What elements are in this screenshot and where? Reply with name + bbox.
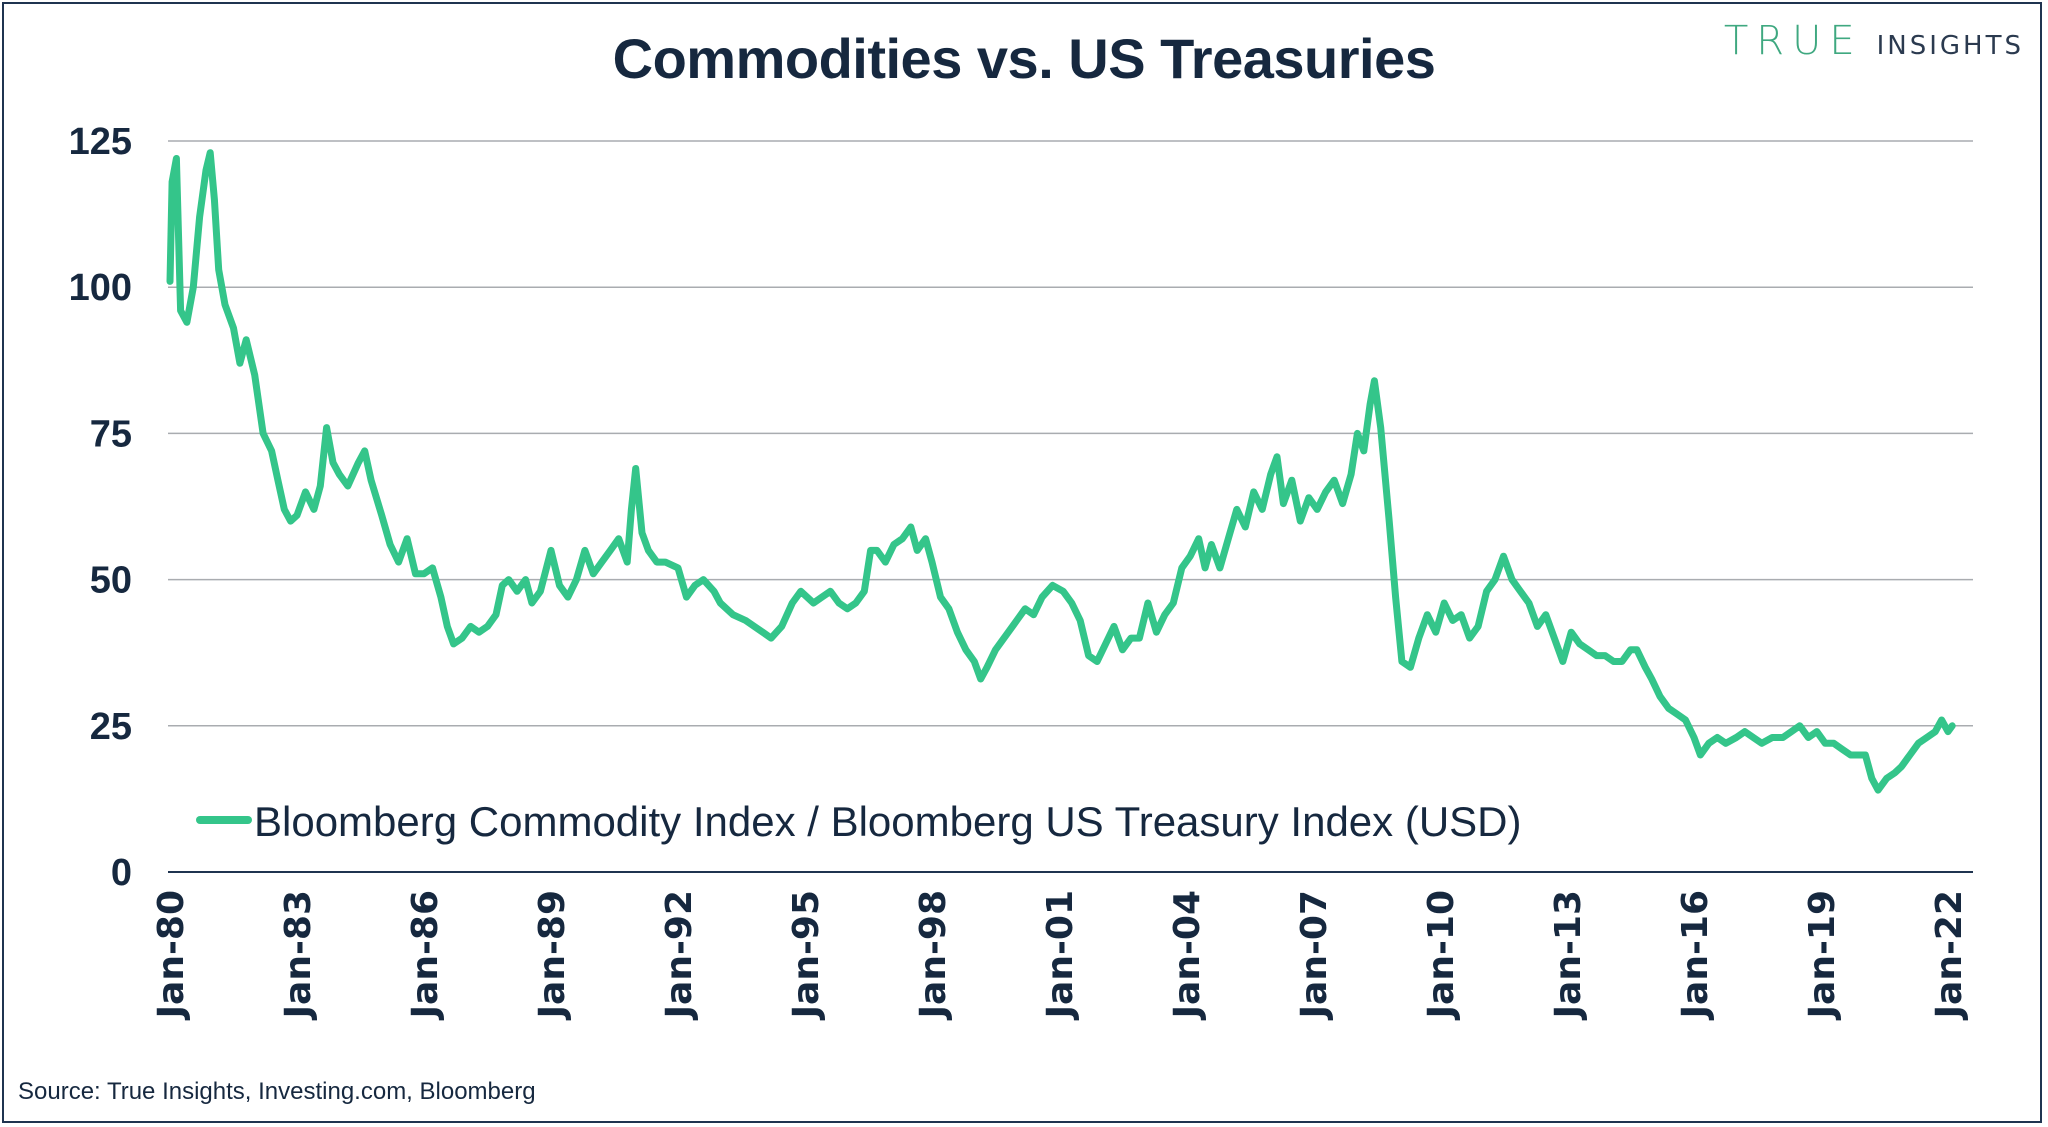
x-tick-label: Jan-95 — [786, 890, 827, 1021]
y-tick-label: 0 — [111, 852, 132, 894]
x-tick-label: Jan-22 — [1929, 890, 1970, 1021]
x-tick-label: Jan-89 — [532, 890, 573, 1021]
x-tick-label: Jan-86 — [405, 890, 446, 1021]
x-tick-label: Jan-80 — [151, 890, 192, 1021]
x-tick-label: Jan-04 — [1167, 890, 1208, 1021]
x-tick-label: Jan-01 — [1040, 890, 1081, 1021]
chart-title: Commodities vs. US Treasuries — [612, 27, 1436, 90]
y-tick-label: 125 — [69, 121, 132, 163]
legend-label: Bloomberg Commodity Index / Bloomberg US… — [254, 798, 1522, 845]
legend: Bloomberg Commodity Index / Bloomberg US… — [196, 798, 1522, 845]
x-axis-ticks: Jan-80 Jan-83 Jan-86 Jan-89 Jan-92 Jan-95 Jan-… — [151, 890, 1970, 1021]
x-tick-label: Jan-98 — [913, 890, 954, 1021]
x-tick-label: Jan-16 — [1675, 890, 1716, 1021]
series-line-commodity-treasury-ratio — [166, 149, 1956, 794]
x-tick-label: Jan-92 — [659, 890, 700, 1021]
y-tick-label: 75 — [90, 413, 132, 455]
y-tick-label: 100 — [69, 267, 132, 309]
gridlines — [168, 140, 1973, 727]
y-axis-ticks: 0 25 50 75 100 125 — [69, 121, 132, 894]
source-note: Source: True Insights, Investing.com, Bl… — [18, 1078, 536, 1105]
x-tick-label: Jan-13 — [1548, 890, 1589, 1021]
logo-true-text: TRUE — [1723, 18, 1863, 64]
x-tick-label: Jan-07 — [1294, 890, 1335, 1021]
logo-insights-text: INSIGHTS — [1876, 31, 2024, 61]
x-tick-label: Jan-83 — [278, 890, 319, 1021]
x-tick-label: Jan-19 — [1802, 890, 1843, 1021]
y-tick-label: 25 — [90, 706, 132, 748]
x-tick-label: Jan-10 — [1421, 890, 1462, 1021]
true-insights-logo: TRUE INSIGHTS — [1724, 18, 2024, 64]
y-tick-label: 50 — [90, 560, 132, 602]
